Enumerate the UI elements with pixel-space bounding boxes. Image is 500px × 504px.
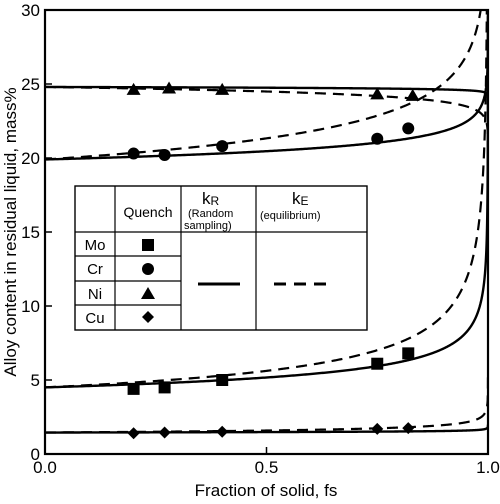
marker-ni <box>215 82 230 95</box>
y-tick-label: 20 <box>21 149 40 168</box>
marker-ni <box>162 81 177 94</box>
marker-cu <box>402 422 415 435</box>
legend-header-ke-note: (equilibrium) <box>260 210 321 222</box>
x-tick-label: 0.5 <box>255 458 279 477</box>
legend-element-cu: Cu <box>85 310 104 327</box>
marker-mo <box>371 357 384 370</box>
legend-header-kr-note2: sampling) <box>184 220 232 232</box>
marker-ni <box>370 87 385 100</box>
x-tick-label: 0.0 <box>33 458 57 477</box>
y-tick-label: 25 <box>21 75 40 94</box>
y-tick-label: 5 <box>31 371 40 390</box>
x-tick-label: 1.0 <box>476 458 500 477</box>
marker-cu <box>127 427 140 440</box>
x-axis-label: Fraction of solid, fs <box>195 481 338 500</box>
data-markers <box>126 81 420 440</box>
y-tick-label: 10 <box>21 297 40 316</box>
y-axis-label: Alloy content in residual liquid, mass% <box>1 87 20 376</box>
curve-mo-ke <box>45 10 488 389</box>
legend-square-marker <box>142 239 154 251</box>
marker-cu <box>158 426 171 439</box>
marker-cr <box>127 147 140 160</box>
legend-circle-marker <box>142 263 154 275</box>
axis-ticks: 0.0 0.5 1.0 0 5 10 15 20 25 30 <box>21 1 500 477</box>
marker-cr <box>371 132 384 145</box>
marker-cr <box>216 140 229 153</box>
marker-mo <box>158 381 171 394</box>
legend-element-ni: Ni <box>88 286 102 303</box>
y-tick-label: 15 <box>21 223 40 242</box>
legend-header-quench: Quench <box>123 204 172 220</box>
marker-cu <box>371 422 384 435</box>
legend-header-kr-note1: (Random <box>188 208 233 220</box>
y-tick-label: 0 <box>31 445 40 464</box>
curve-cu-kr <box>45 424 488 434</box>
legend-diamond-marker <box>142 311 154 323</box>
legend-header-ke: kE <box>292 189 309 208</box>
marker-cr <box>402 122 415 135</box>
marker-ni <box>126 82 141 95</box>
marker-mo <box>127 382 140 395</box>
y-tick-label: 30 <box>21 1 40 20</box>
marker-cu <box>216 425 229 438</box>
marker-cr <box>158 149 171 162</box>
legend-header-kr: kR <box>202 189 220 208</box>
legend-table: Quench kR (Random sampling) kE (equilibr… <box>74 185 368 331</box>
legend-element-mo: Mo <box>85 237 106 254</box>
legend-triangle-marker <box>141 287 155 299</box>
marker-ni <box>405 88 420 101</box>
legend-element-cr: Cr <box>87 261 103 278</box>
marker-mo <box>402 347 415 360</box>
marker-mo <box>216 374 229 386</box>
